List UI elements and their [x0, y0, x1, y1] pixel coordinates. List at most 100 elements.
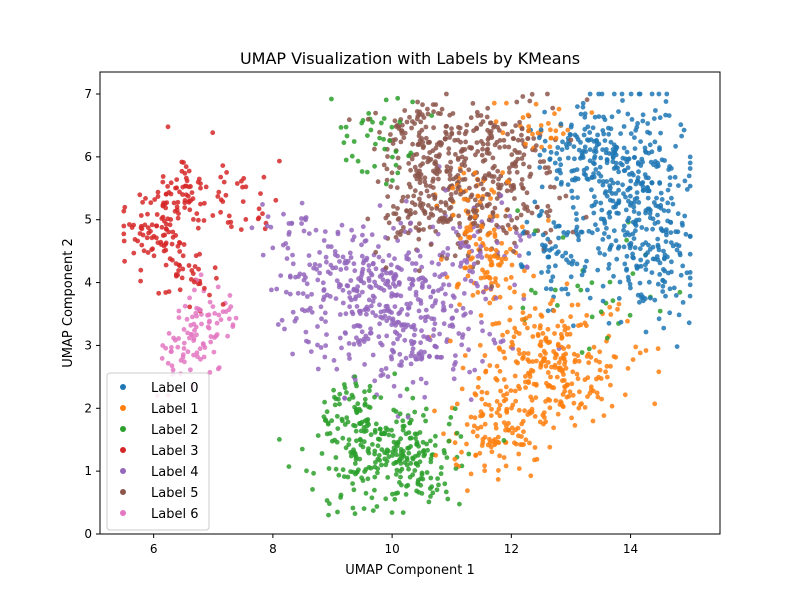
point-label-3 [220, 199, 226, 205]
point-label-1 [477, 450, 483, 456]
point-label-4 [440, 307, 446, 313]
point-label-1 [582, 377, 588, 383]
point-label-2 [397, 457, 403, 462]
point-label-3 [177, 287, 183, 293]
point-label-5 [400, 122, 405, 128]
point-label-0 [652, 139, 658, 145]
point-label-6 [187, 335, 192, 341]
point-label-4 [386, 253, 392, 258]
point-label-2 [410, 472, 416, 478]
point-label-3 [240, 199, 246, 205]
point-label-0 [667, 182, 673, 188]
point-label-0 [670, 201, 676, 207]
point-label-4 [493, 295, 499, 301]
point-label-2 [406, 450, 412, 456]
point-label-0 [549, 246, 555, 252]
point-label-4 [366, 276, 372, 281]
point-label-3 [182, 183, 188, 189]
point-label-2 [366, 446, 371, 451]
point-label-0 [620, 155, 626, 161]
point-label-2 [397, 119, 403, 125]
point-label-4 [396, 311, 402, 317]
point-label-1 [534, 358, 539, 364]
point-label-1 [473, 241, 479, 247]
point-label-4 [359, 242, 364, 248]
point-label-2 [353, 428, 359, 434]
point-label-1 [531, 273, 536, 279]
point-label-2 [392, 496, 398, 502]
point-label-4 [387, 270, 393, 276]
point-label-2 [368, 127, 374, 133]
point-label-0 [606, 234, 612, 240]
point-label-2 [410, 99, 415, 105]
point-label-2 [383, 97, 389, 103]
point-label-1 [493, 119, 499, 125]
point-label-5 [478, 122, 484, 127]
point-label-2 [341, 140, 347, 146]
point-label-6 [181, 346, 187, 351]
point-label-1 [456, 281, 461, 287]
point-label-5 [452, 253, 458, 259]
point-label-2 [436, 482, 441, 488]
point-label-5 [421, 143, 426, 149]
point-label-1 [493, 321, 499, 326]
point-label-0 [532, 199, 538, 205]
point-label-1 [551, 425, 556, 431]
point-label-0 [542, 109, 547, 115]
point-label-1 [465, 197, 471, 203]
point-label-4 [398, 220, 404, 226]
point-label-0 [653, 203, 659, 209]
point-label-0 [664, 91, 670, 97]
point-label-3 [201, 218, 207, 223]
point-label-5 [395, 230, 401, 236]
point-label-1 [526, 380, 531, 386]
point-label-6 [184, 316, 190, 322]
point-label-0 [609, 191, 615, 196]
point-label-4 [467, 369, 472, 375]
point-label-0 [563, 286, 569, 292]
point-label-2 [372, 163, 377, 169]
point-label-0 [658, 203, 664, 208]
point-label-2 [435, 476, 440, 481]
point-label-5 [365, 116, 371, 122]
point-label-1 [517, 386, 522, 392]
point-label-2 [329, 438, 335, 444]
point-label-0 [613, 238, 619, 244]
point-label-0 [554, 176, 560, 182]
point-label-2 [338, 495, 343, 500]
point-label-6 [216, 365, 222, 370]
point-label-5 [517, 119, 522, 125]
point-label-4 [372, 295, 377, 300]
point-label-2 [393, 149, 399, 154]
point-label-5 [480, 158, 486, 164]
point-label-3 [154, 235, 159, 241]
point-label-3 [234, 181, 240, 186]
point-label-3 [223, 192, 229, 198]
point-label-0 [640, 118, 646, 124]
point-label-0 [687, 160, 693, 166]
point-label-0 [553, 224, 559, 230]
point-label-4 [360, 289, 365, 295]
point-label-1 [495, 477, 501, 482]
point-label-1 [562, 384, 567, 390]
point-label-4 [383, 235, 388, 240]
point-label-2 [379, 462, 384, 468]
point-label-2 [375, 443, 381, 449]
point-label-5 [405, 194, 411, 200]
point-label-0 [602, 221, 608, 226]
point-label-5 [408, 208, 413, 213]
point-label-5 [426, 203, 431, 208]
point-label-5 [444, 131, 449, 137]
point-label-3 [173, 233, 179, 238]
point-label-6 [181, 327, 187, 332]
point-label-4 [322, 229, 328, 235]
point-label-0 [611, 204, 616, 210]
point-label-1 [540, 331, 546, 336]
point-label-2 [386, 454, 392, 460]
point-label-4 [369, 232, 375, 238]
point-label-0 [586, 228, 592, 234]
point-label-2 [407, 420, 413, 426]
point-label-1 [478, 313, 484, 318]
point-label-0 [564, 232, 570, 238]
point-label-1 [438, 257, 444, 262]
